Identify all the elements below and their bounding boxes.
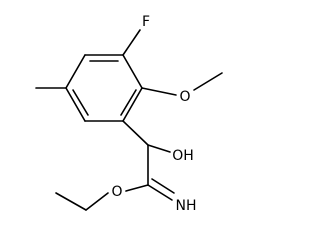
double-bond xyxy=(120,89,137,116)
atom-label: O xyxy=(111,184,122,200)
bond xyxy=(122,120,149,146)
bond xyxy=(141,87,177,96)
bonds xyxy=(35,29,223,211)
bond xyxy=(55,192,87,211)
double-bond xyxy=(72,89,89,116)
atom-label: OH xyxy=(172,148,194,164)
atom-label: NH xyxy=(176,198,197,214)
molecule-diagram: F O OH O NH xyxy=(35,14,223,214)
atom-label: O xyxy=(179,89,190,105)
double-bond xyxy=(147,184,173,201)
bond xyxy=(122,54,143,89)
bond xyxy=(122,29,141,56)
bond xyxy=(65,87,86,122)
bond xyxy=(122,87,143,122)
double-bond xyxy=(151,178,175,194)
bond xyxy=(65,54,86,89)
bond xyxy=(147,144,171,153)
atom-label: F xyxy=(142,14,150,30)
bond xyxy=(85,192,109,211)
bond xyxy=(125,184,149,192)
bond xyxy=(193,72,223,91)
